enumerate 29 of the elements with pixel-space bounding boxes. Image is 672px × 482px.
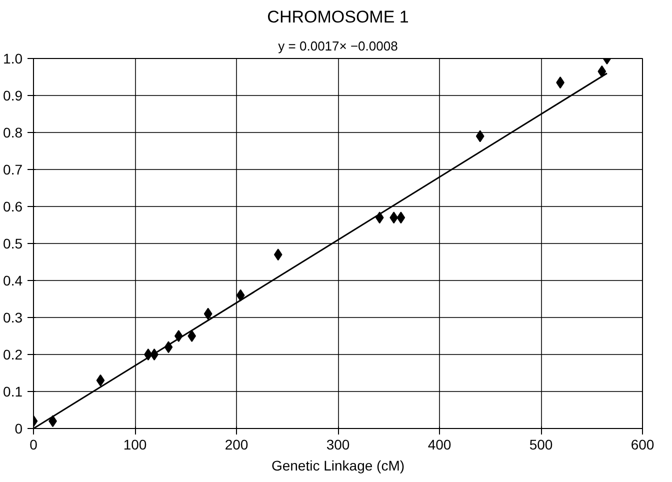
- y-tick-label: 0.9: [3, 88, 23, 104]
- x-tick-label: 600: [630, 436, 654, 452]
- point: [476, 130, 484, 142]
- y-tick-label: 0.3: [3, 310, 23, 326]
- y-tick-label: 0.1: [3, 384, 23, 400]
- x-axis-title: Genetic Linkage (cM): [271, 458, 405, 474]
- x-tick-label: 100: [123, 436, 147, 452]
- point: [188, 330, 196, 342]
- y-tick-label: 0.6: [3, 198, 23, 214]
- point: [96, 374, 105, 386]
- y-tick-label: 1.0: [3, 50, 23, 66]
- point: [396, 212, 406, 224]
- chart-subtitle: y = 0.0017× −0.0008: [278, 38, 398, 54]
- point: [236, 289, 245, 302]
- x-tick-label: 200: [224, 436, 248, 452]
- x-tick-label: 400: [428, 436, 452, 452]
- y-tick-label: 0.2: [3, 346, 23, 362]
- point: [274, 248, 282, 261]
- x-tick-label: 0: [30, 436, 38, 452]
- chart-title: CHROMOSOME 1: [267, 8, 409, 26]
- y-tick-label: 0: [14, 420, 23, 436]
- point: [204, 308, 212, 320]
- y-tick-label: 0.8: [3, 124, 23, 140]
- y-tick-label: 0.4: [3, 272, 23, 288]
- y-tick-label: 0.7: [3, 162, 23, 178]
- x-tick-label: 500: [529, 436, 553, 452]
- x-tick-label: 300: [326, 436, 350, 452]
- point: [598, 65, 606, 78]
- y-tick-label: 0.5: [3, 236, 23, 252]
